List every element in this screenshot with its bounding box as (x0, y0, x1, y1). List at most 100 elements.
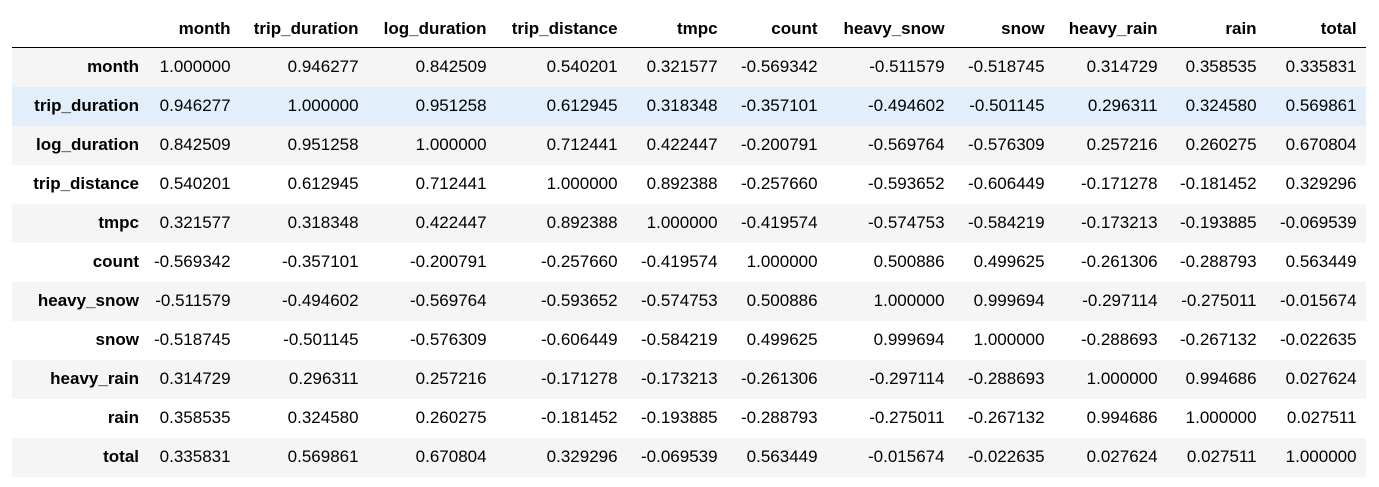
row-index-label: total (103, 447, 139, 466)
table-header: month trip_duration log_duration trip_dista… (12, 11, 1366, 48)
table-cell: 0.329296 (546, 447, 618, 466)
table-cell: -0.593652 (541, 291, 618, 310)
table-row: count -0.569342 -0.357101 -0.200791 -0.25766… (12, 243, 1366, 282)
table-cell: -0.288693 (1081, 330, 1158, 349)
table-cell: -0.267132 (1180, 330, 1257, 349)
table-cell: 1.000000 (415, 135, 487, 154)
table-cell: 0.569861 (1285, 96, 1357, 115)
table-cell: -0.069539 (1280, 213, 1357, 232)
header-row: month trip_duration log_duration trip_dista… (12, 11, 1366, 48)
table-cell: 0.499625 (746, 330, 818, 349)
table-cell: 1.000000 (746, 252, 818, 271)
table-cell: -0.171278 (1081, 174, 1158, 193)
table-cell: -0.518745 (968, 57, 1045, 77)
table-cell: -0.022635 (1280, 330, 1357, 349)
row-index-label: snow (95, 330, 139, 349)
column-header-log-duration: log_duration (367, 11, 496, 48)
column-header-snow: snow (953, 11, 1054, 48)
row-index-label: heavy_snow (37, 291, 139, 310)
table-cell: 0.324580 (1185, 96, 1257, 115)
table-cell: -0.357101 (741, 96, 818, 115)
table-cell: 0.540201 (546, 57, 618, 77)
column-header-heavy-snow: heavy_snow (826, 11, 954, 48)
table-cell: 0.422447 (415, 213, 487, 232)
table-cell: 1.000000 (546, 174, 618, 193)
table-cell: 0.612945 (287, 174, 359, 193)
table-cell: -0.015674 (868, 447, 945, 466)
table-cell: 0.314729 (159, 369, 231, 388)
table-cell: 0.329296 (1285, 174, 1357, 193)
table-cell: -0.015674 (1280, 291, 1357, 310)
table-cell: 0.842509 (159, 135, 231, 154)
table-cell: 0.318348 (646, 96, 718, 115)
correlation-table: month trip_duration log_duration trip_dista… (12, 11, 1366, 477)
table-cell: 0.994686 (1086, 408, 1158, 427)
table-cell: -0.576309 (410, 330, 487, 349)
table-cell: 0.422447 (646, 135, 718, 154)
table-cell: -0.606449 (541, 330, 618, 349)
table-cell: 0.670804 (415, 447, 487, 466)
row-index-label: trip_distance (33, 174, 139, 193)
row-index-label: trip_duration (34, 96, 139, 115)
table-cell: 0.712441 (546, 135, 618, 154)
table-cell: 0.500886 (873, 252, 945, 271)
table-cell: -0.511579 (155, 291, 231, 310)
table-cell: -0.193885 (641, 408, 718, 427)
table-cell: -0.257660 (541, 252, 618, 271)
table-cell: -0.200791 (410, 252, 487, 271)
table-cell: -0.288793 (1180, 252, 1257, 271)
row-index-label: count (92, 252, 139, 271)
table-cell: -0.569764 (868, 135, 945, 154)
table-cell: 0.500886 (746, 291, 818, 310)
column-header-trip-distance: trip_distance (495, 11, 627, 48)
table-cell: -0.606449 (968, 174, 1045, 193)
table-cell: 0.994686 (1185, 369, 1257, 388)
table-cell: 0.892388 (646, 174, 718, 193)
table-cell: 0.563449 (746, 447, 818, 466)
table-cell: -0.288693 (968, 369, 1045, 388)
row-index-label: tmpc (98, 213, 139, 232)
table-cell: 0.999694 (973, 291, 1045, 310)
table-cell: -0.576309 (968, 135, 1045, 154)
table-cell: 0.335831 (159, 447, 231, 466)
table-cell: 0.257216 (1086, 135, 1158, 154)
table-cell: -0.200791 (741, 135, 818, 154)
table-cell: -0.193885 (1180, 213, 1257, 232)
row-index-label: heavy_rain (50, 369, 139, 388)
table-cell: 0.321577 (159, 213, 231, 232)
table-cell: 0.712441 (415, 174, 487, 193)
table-cell: -0.173213 (641, 369, 718, 388)
table-cell: 1.000000 (873, 291, 945, 310)
table-cell: 0.296311 (1087, 96, 1158, 115)
table-cell: -0.569342 (741, 57, 818, 77)
table-row: month 1.000000 0.946277 0.842509 0.540201 0.3… (12, 47, 1366, 87)
table-cell: -0.494602 (282, 291, 359, 310)
table-cell: 0.027624 (1086, 447, 1158, 466)
table-cell: 0.499625 (973, 252, 1045, 271)
table-cell: 0.951258 (415, 96, 487, 115)
table-cell: -0.584219 (641, 330, 718, 349)
table-cell: 0.027511 (1186, 447, 1257, 466)
table-cell: -0.022635 (968, 447, 1045, 466)
table-cell: 0.670804 (1285, 135, 1357, 154)
table-cell: 0.540201 (159, 174, 231, 193)
table-row: tmpc 0.321577 0.318348 0.422447 0.892388 1.00… (12, 203, 1366, 243)
table-row: heavy_snow -0.511579 -0.494602 -0.569764 -0.… (12, 281, 1366, 321)
table-cell: -0.181452 (541, 408, 618, 427)
table-row: total 0.335831 0.569861 0.670804 0.329296 -0.… (12, 437, 1366, 477)
table-cell: -0.257660 (741, 174, 818, 193)
table-cell: -0.569342 (154, 252, 231, 271)
table-cell: -0.261306 (741, 369, 818, 388)
table-cell: 0.318348 (287, 213, 359, 232)
table-cell: -0.574753 (868, 213, 945, 232)
table-cell: -0.584219 (968, 213, 1045, 232)
table-cell: 0.951258 (287, 135, 359, 154)
table-cell: -0.173213 (1081, 213, 1158, 232)
table-cell: 0.027624 (1285, 369, 1357, 388)
row-index-label: rain (107, 408, 139, 427)
table-cell: 0.260275 (415, 408, 487, 427)
table-cell: 0.563449 (1285, 252, 1357, 271)
table-cell: -0.261306 (1081, 252, 1158, 271)
table-cell: -0.419574 (741, 213, 818, 232)
table-row: heavy_rain 0.314729 0.296311 0.257216 -0.171… (12, 359, 1366, 399)
